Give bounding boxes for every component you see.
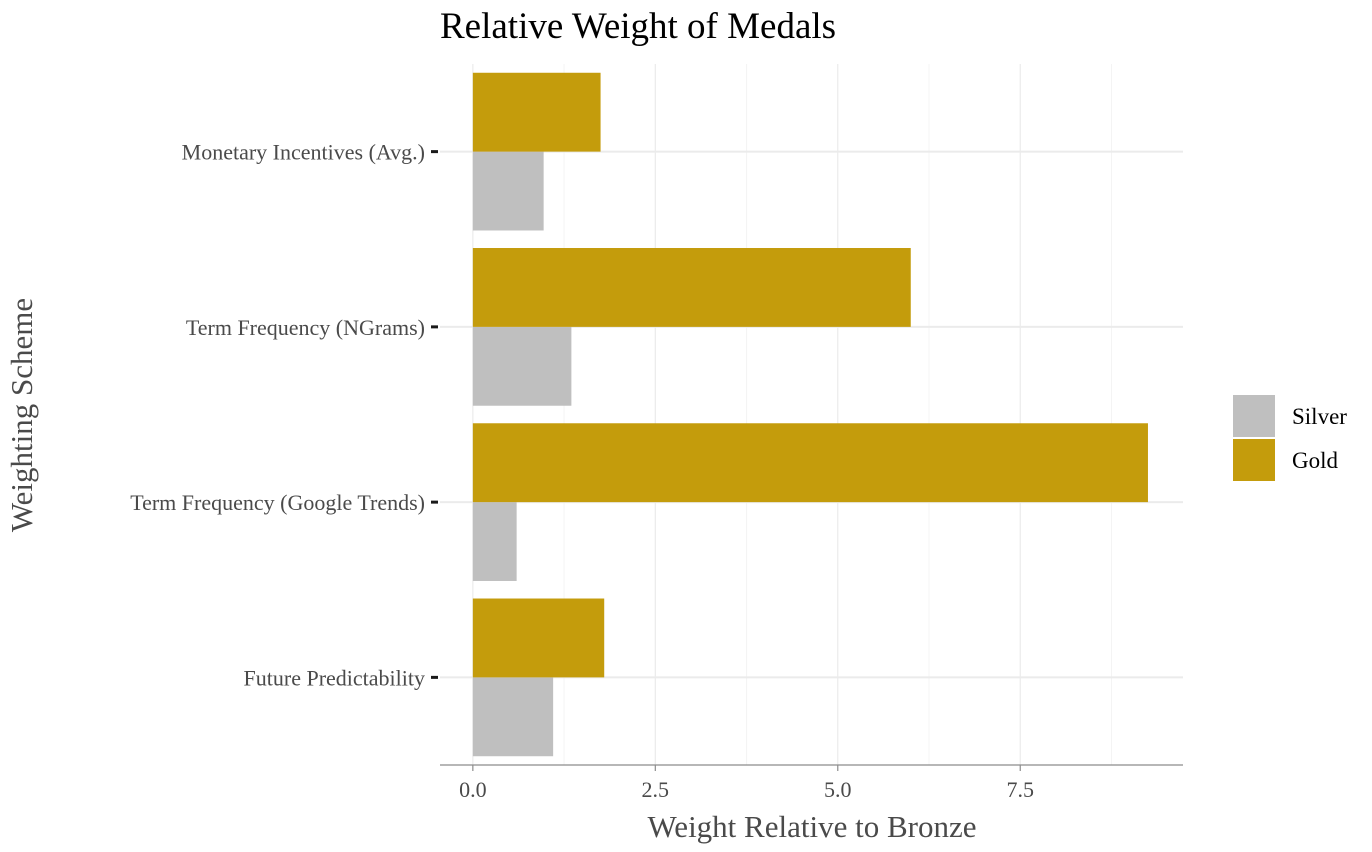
y-axis-title: Weighting Scheme xyxy=(4,298,39,532)
bar-gold-term-frequency-google-trends xyxy=(472,423,1148,503)
chart-title: Relative Weight of Medals xyxy=(440,6,836,47)
x-axis-title: Weight Relative to Bronze xyxy=(648,809,977,844)
tick-labels: 0.0 2.5 5.0 7.5 Future Predictability Term Fr… xyxy=(130,140,1034,802)
legend-label-silver: Silver xyxy=(1292,404,1347,429)
x-tick-label: 5.0 xyxy=(824,777,852,802)
y-tick-label: Monetary Incentives (Avg.) xyxy=(182,140,425,165)
bar-gold-monetary-incentives-avg xyxy=(472,72,601,152)
legend-label-gold: Gold xyxy=(1292,448,1339,473)
y-tick-label: Term Frequency (Google Trends) xyxy=(130,490,425,515)
bar-gold-term-frequency-ngrams xyxy=(472,248,911,327)
y-tick-label: Term Frequency (NGrams) xyxy=(186,315,425,340)
bar-silver-term-frequency-google-trends xyxy=(472,502,517,581)
axes xyxy=(431,150,1183,771)
legend-key-silver xyxy=(1233,395,1275,437)
x-tick-label: 0.0 xyxy=(459,777,487,802)
bars xyxy=(472,72,1148,757)
bar-silver-monetary-incentives-avg xyxy=(472,151,544,231)
legend-key-gold xyxy=(1233,439,1275,481)
x-tick-label: 7.5 xyxy=(1006,777,1034,802)
bar-gold-future-predictability xyxy=(472,598,605,678)
y-tick-label: Future Predictability xyxy=(244,665,425,690)
bar-silver-future-predictability xyxy=(472,677,554,757)
x-tick-label: 2.5 xyxy=(642,777,670,802)
bar-silver-term-frequency-ngrams xyxy=(472,326,572,406)
legend: Silver Gold xyxy=(1233,395,1347,481)
